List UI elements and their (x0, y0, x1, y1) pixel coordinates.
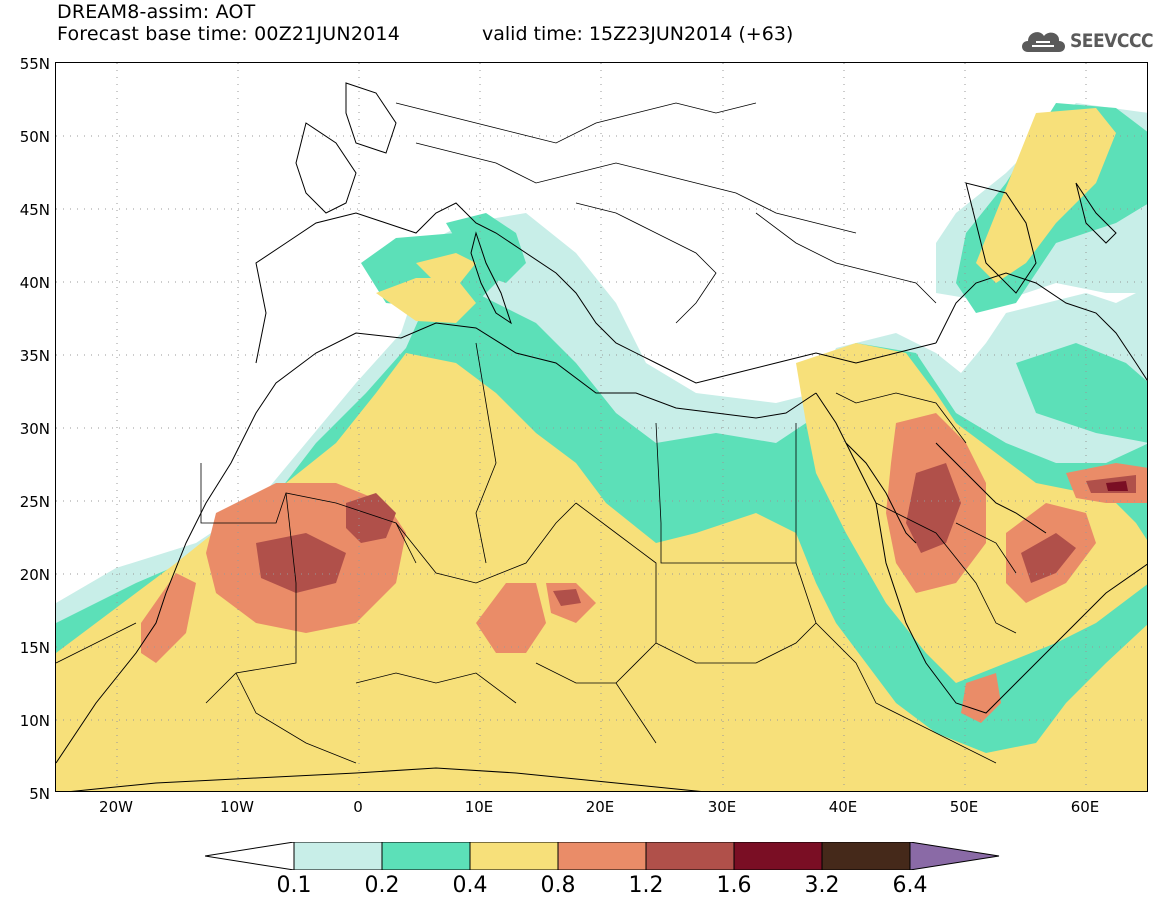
colorbar-label-0.1: 0.1 (276, 873, 312, 898)
lon-label-50e: 50E (949, 798, 979, 816)
valid-time: valid time: 15Z23JUN2014 (+63) (482, 23, 794, 45)
colorbar-underflow-triangle (205, 842, 295, 870)
chart-title: DREAM8-assim: AOT (57, 1, 256, 23)
colorbar-overflow-triangle (909, 842, 1000, 870)
aot-map-canvas (56, 63, 1147, 791)
lat-label-25n: 25N (19, 493, 50, 511)
lon-label-10w: 10W (220, 798, 254, 816)
lon-label-10e: 10E (464, 798, 494, 816)
colorbar-swatch-0.2-0.4 (381, 842, 471, 870)
aot-band-1.6 (1106, 481, 1128, 491)
lat-label-20n: 20N (19, 566, 50, 584)
lat-label-55n: 55N (19, 55, 50, 73)
seevccc-logo: SEEVCCC (1018, 24, 1158, 58)
lat-label-50n: 50N (19, 128, 50, 146)
aot-band-0.4 (56, 108, 1147, 791)
colorbar-label-0.2: 0.2 (364, 873, 400, 898)
lat-label-5n: 5N (29, 785, 50, 803)
colorbar-label-0.8: 0.8 (540, 873, 576, 898)
graticule (56, 63, 1147, 791)
aot-band-1.2 (256, 463, 1136, 606)
lat-label-15n: 15N (19, 639, 50, 657)
lon-label-30e: 30E (707, 798, 737, 816)
aot-map (55, 62, 1148, 792)
colorbar-swatch-1.2-1.6 (645, 842, 735, 870)
colorbar-label-0.4: 0.4 (452, 873, 488, 898)
lat-label-35n: 35N (19, 347, 50, 365)
lon-label-20e: 20E (585, 798, 615, 816)
colorbar-label-3.2: 3.2 (804, 873, 840, 898)
lon-label-40e: 40E (828, 798, 858, 816)
colorbar-label-6.4: 6.4 (892, 873, 928, 898)
lat-label-30n: 30N (19, 420, 50, 438)
colorbar-swatch-0.1-0.2 (293, 842, 383, 870)
logo-text: SEEVCCC (1070, 30, 1154, 52)
lat-label-10n: 10N (19, 712, 50, 730)
colorbar-swatch-3.2-6.4 (821, 842, 911, 870)
country-borders (56, 102, 1017, 764)
colorbar-swatch-0.4-0.8 (469, 842, 559, 870)
coastlines (56, 82, 1147, 791)
lon-label-20w: 20W (99, 798, 133, 816)
lon-label-0: 0 (353, 798, 363, 816)
colorbar-swatch-0.8-1.2 (557, 842, 647, 870)
cloud-icon (1022, 32, 1065, 52)
forecast-base-time: Forecast base time: 00Z21JUN2014 (57, 23, 400, 45)
lat-label-45n: 45N (19, 201, 50, 219)
lon-label-60e: 60E (1070, 798, 1100, 816)
colorbar-swatch-1.6-3.2 (733, 842, 823, 870)
colorbar-label-1.2: 1.2 (628, 873, 664, 898)
lat-label-40n: 40N (19, 274, 50, 292)
aot-colorbar (205, 842, 1000, 870)
colorbar-label-1.6: 1.6 (716, 873, 752, 898)
